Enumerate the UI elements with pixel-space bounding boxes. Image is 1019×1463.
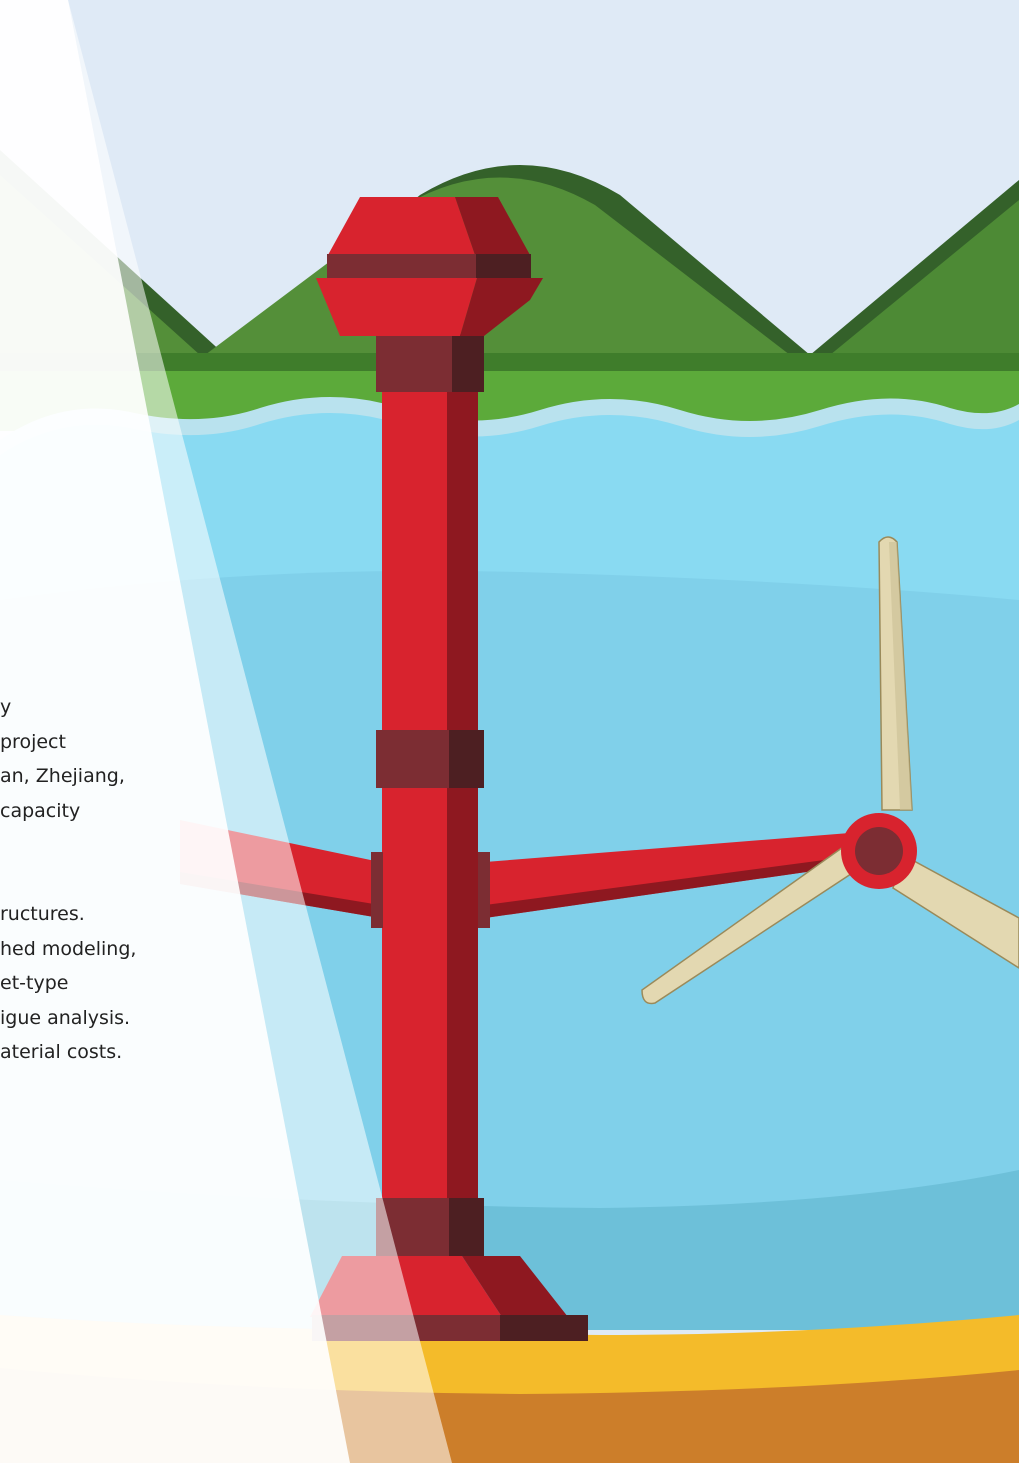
paragraph-gap [0,828,360,897]
text-line: aterial costs. [0,1041,123,1063]
text-overlay-panel [0,0,452,1463]
turbine-tower [371,334,490,1256]
text-line: et-type [0,972,69,994]
text-line: project [0,730,66,753]
text-line: ructures. [0,903,85,925]
grass-edge [0,353,1019,373]
turbine-cap [316,197,543,336]
text-line: y [0,696,12,718]
text-line: capacity [0,799,81,822]
description-text: y project an, Zhejiang, capacity ructure… [0,690,360,1070]
text-line: igue analysis. [0,1006,131,1029]
turbine-rotor-icon [641,536,1019,1005]
text-line: hed modeling, [0,937,137,960]
text-line: an, Zhejiang, [0,765,125,787]
